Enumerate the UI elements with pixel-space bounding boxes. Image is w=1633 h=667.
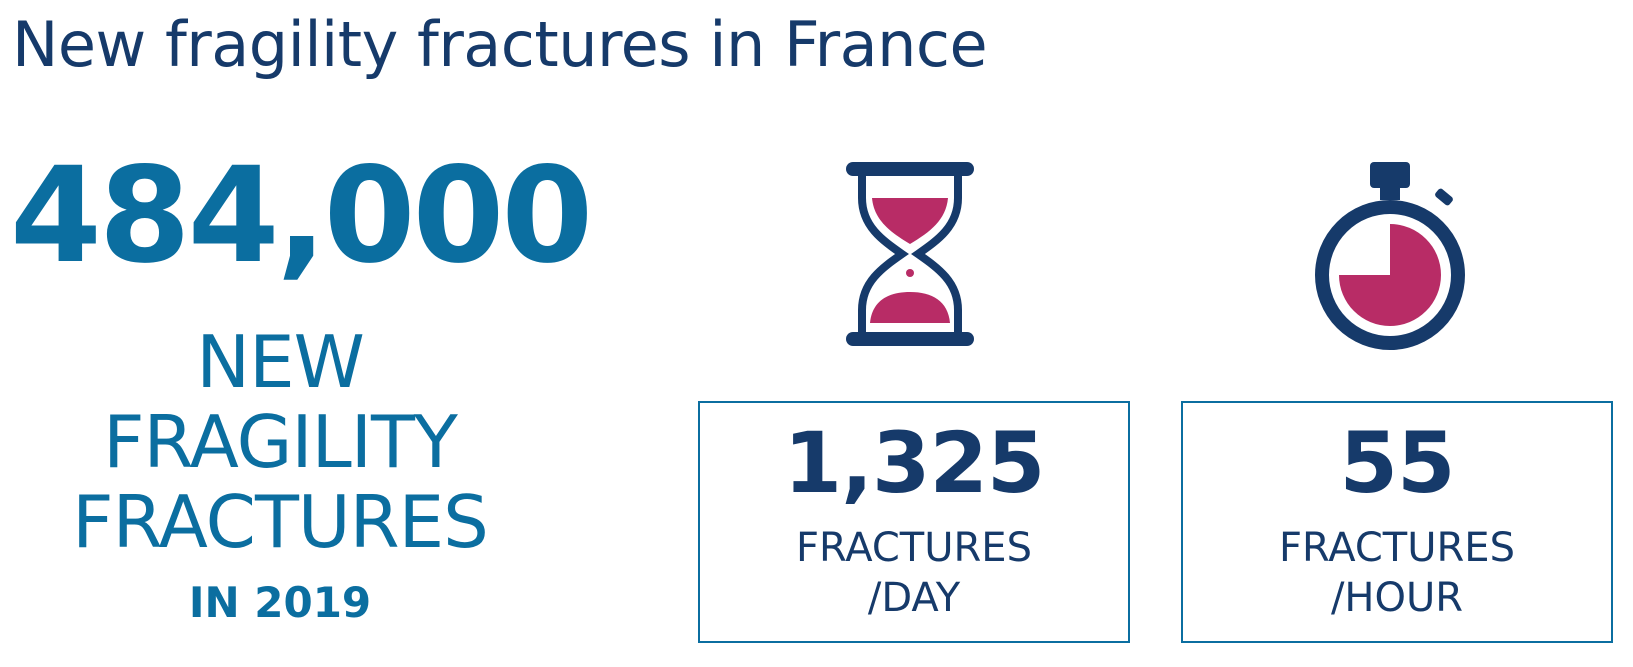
stat-box-per-hour: 55 FRACTURES /HOUR: [1181, 401, 1613, 643]
stat-value: 55: [1339, 414, 1456, 512]
stat-label: FRACTURES /DAY: [700, 523, 1128, 623]
main-stat-label-line: FRAGILITY: [103, 400, 458, 484]
main-stat-label: NEW FRAGILITY FRACTURES: [0, 322, 560, 562]
stat-label-line: FRACTURES: [1279, 525, 1515, 571]
main-stat-value: 484,000: [10, 139, 593, 293]
stat-box-per-day: 1,325 FRACTURES /DAY: [698, 401, 1130, 643]
stat-label-line: FRACTURES: [796, 525, 1032, 571]
stat-label-line: /DAY: [867, 575, 961, 621]
stat-label-line: /HOUR: [1330, 575, 1464, 621]
hourglass-icon: [846, 162, 974, 346]
stat-label: FRACTURES /HOUR: [1183, 523, 1611, 623]
page-title: New fragility fractures in France: [12, 8, 988, 81]
main-stat-label-line: FRACTURES: [72, 480, 489, 564]
stat-value: 1,325: [783, 414, 1046, 512]
main-stat-year: IN 2019: [188, 578, 372, 627]
main-stat-label-line: NEW: [196, 320, 365, 404]
stopwatch-icon: [1315, 162, 1465, 350]
